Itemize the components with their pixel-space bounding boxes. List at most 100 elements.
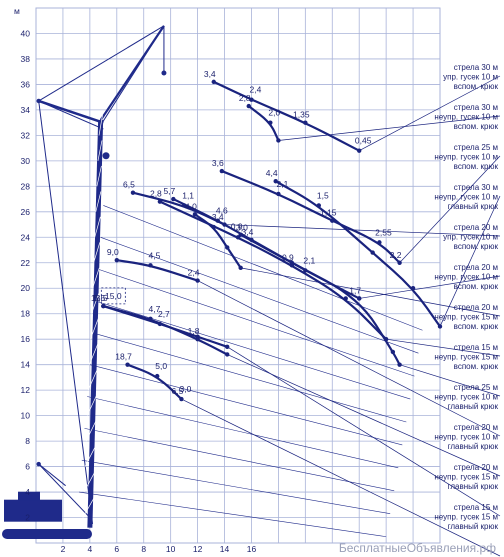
x-tick-label: 8 <box>141 544 146 554</box>
curve-value-label: 2,7 <box>158 309 170 319</box>
y-tick-label: 16 <box>21 334 31 344</box>
curve-point <box>343 296 348 301</box>
curve-value-label: 4,7 <box>149 304 161 314</box>
crane-node <box>36 461 41 467</box>
curve-value-label: 4,4 <box>266 168 278 178</box>
y-tick-label: 30 <box>21 156 31 166</box>
y-tick-label: 12 <box>21 385 31 395</box>
legend-leader-line <box>439 195 501 327</box>
crane-body <box>4 499 62 522</box>
curve-value-label: 1,5 <box>317 190 329 200</box>
curve-value-label: 13,5 <box>91 293 108 303</box>
legend-item-line: стрела 25 м <box>454 383 498 392</box>
legend-item-line: главный крюк <box>448 442 499 451</box>
curve-point <box>316 203 321 208</box>
curve-series <box>115 259 199 282</box>
crane-main-hook <box>102 152 110 160</box>
y-tick-label: 26 <box>21 207 31 217</box>
legend-item-line: стрела 20 м <box>454 423 498 432</box>
legend-item-line: главный крюк <box>448 482 499 491</box>
y-tick-label: 8 <box>25 436 30 446</box>
curve-value-label: 0,9 <box>231 222 243 232</box>
crane-node <box>36 98 41 104</box>
crane-lattice-brace <box>96 165 102 187</box>
crane-mast <box>38 99 104 124</box>
legend-item-line: неупр. гусек 15 м <box>434 313 498 322</box>
curve-value-label: 3,4 <box>212 212 224 222</box>
legend-leader-line <box>386 338 501 357</box>
curve-value-label: 5,7 <box>163 186 175 196</box>
crane-lattice-brace <box>93 242 101 263</box>
curve-point <box>377 240 382 245</box>
crane-guy-line <box>38 463 66 487</box>
crane-reach-line <box>97 268 415 377</box>
curve-value-label: 0,45 <box>355 136 372 146</box>
y-tick-label: 36 <box>21 79 31 89</box>
y-tick-label: 6 <box>25 462 30 472</box>
curve-value-label: 3,6 <box>212 158 224 168</box>
y-tick-label: 34 <box>21 105 31 115</box>
crane-reach-line <box>87 396 399 469</box>
legend-leader-line <box>278 115 501 141</box>
curve-point <box>276 191 281 197</box>
y-tick-label: 24 <box>21 232 31 242</box>
curve-point <box>276 138 281 143</box>
legend-item-line: главный крюк <box>448 202 499 211</box>
x-tick-label: 6 <box>114 544 119 554</box>
curve-point <box>357 296 362 301</box>
curve-series <box>220 169 401 264</box>
curve-value-label: 3,4 <box>242 227 254 237</box>
crane-reach-line <box>81 459 391 514</box>
crane-jib <box>99 25 165 121</box>
y-tick-label: 18 <box>21 309 31 319</box>
legend-item-line: стрела 20 м <box>454 303 498 312</box>
legend-item-line: упр. гусек 10 м <box>443 73 498 82</box>
legend-item-line: неупр. гусек 10 м <box>434 193 498 202</box>
legend-item-line: вспом. крюк <box>454 242 499 251</box>
curve-point <box>225 344 230 350</box>
curve-point <box>155 373 160 379</box>
legend-leader-line <box>181 398 501 557</box>
crane-aux-hook <box>161 70 167 76</box>
legend-item-line: главный крюк <box>448 402 499 411</box>
curve-point <box>101 303 106 309</box>
curve-point <box>192 212 198 217</box>
x-tick-label: 14 <box>220 544 230 554</box>
crane-lattice-brace <box>85 420 97 442</box>
legend-item-line: неупр. гусек 10 м <box>434 433 498 442</box>
crane-reach-line <box>103 205 423 331</box>
curve-point <box>238 232 243 237</box>
y-tick-label: 10 <box>21 411 31 421</box>
curve-value-label: 1,8 <box>188 326 200 336</box>
legend-item-line: вспом. крюк <box>454 122 499 131</box>
y-tick-label: 22 <box>21 258 31 268</box>
curve-series <box>239 233 401 366</box>
curve-point <box>397 362 402 367</box>
legend-leader-line <box>240 267 501 317</box>
x-tick-label: 16 <box>247 544 257 554</box>
legend-leader-line <box>359 275 501 299</box>
curve-value-label: 4,0 <box>185 201 197 211</box>
legend-item-line: стрела 20 м <box>454 223 498 232</box>
curve-point <box>268 120 273 125</box>
crane-lattice-brace <box>91 293 100 314</box>
curve-point <box>211 79 216 85</box>
curve-value-label: 3,0 <box>180 384 192 394</box>
curve-point <box>195 278 200 283</box>
curve-value-label: 4,5 <box>149 250 161 260</box>
crane-reach-line <box>89 364 403 446</box>
curve-value-label: 4,6 <box>216 206 228 216</box>
y-tick-label: 20 <box>21 283 31 293</box>
curve-series <box>212 80 361 152</box>
legend-item-line: вспом. крюк <box>454 282 499 291</box>
curve-value-label: 2,0 <box>268 108 280 118</box>
crane-reach-line <box>100 237 419 354</box>
crane-reach-line <box>79 491 387 537</box>
load-curves: 3,4 2,4 1,35 0,45 2,8 2,0 3,6 2,1 1,15 2,55 2,2 4,4… <box>91 69 501 557</box>
curve-point <box>215 218 220 223</box>
legend-leader-line <box>359 75 501 151</box>
curve-series <box>158 200 388 341</box>
curve-point <box>303 120 308 125</box>
